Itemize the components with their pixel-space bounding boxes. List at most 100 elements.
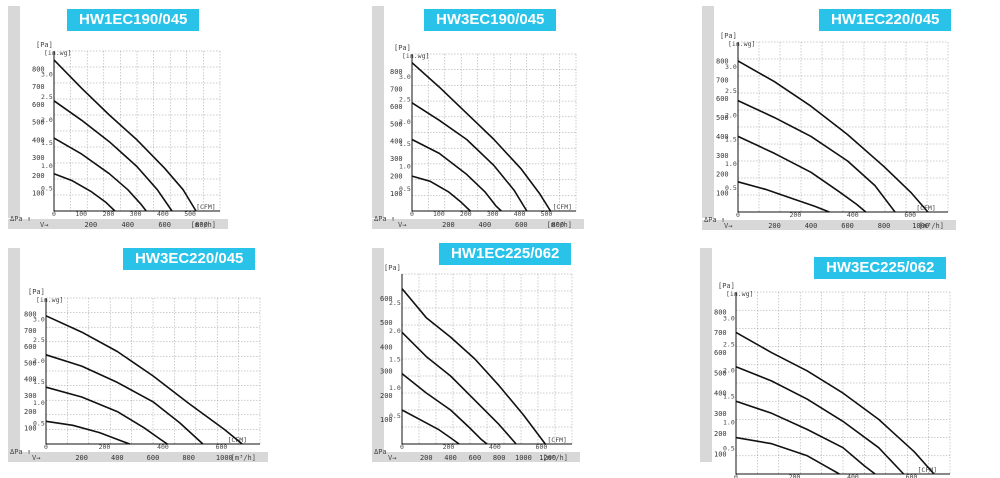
x2-tick-label: 200 xyxy=(790,211,802,219)
y-tick-label: 100 xyxy=(390,190,403,198)
series-curve-4 xyxy=(401,409,460,445)
x2-tick-label: 600 xyxy=(216,443,228,451)
x2-tick-label: 100 xyxy=(75,210,87,218)
x-axis-label: [m³/h] xyxy=(543,454,568,462)
y-tick-label: 400 xyxy=(24,376,37,384)
series-curve-1 xyxy=(401,288,546,445)
y-axis-label: [Pa] xyxy=(28,288,45,296)
x2-tick-label: 200 xyxy=(460,210,472,218)
x2-tick-label: 0 xyxy=(400,443,404,451)
x-tick-label: 400 xyxy=(121,221,134,229)
chart-panel-1: 100 200 300 400 500 600 700 800 0.5 1.0 1.5 2.0 2.5 3… xyxy=(8,6,228,229)
y-tick-label: 800 xyxy=(390,68,403,76)
x2-tick-label: 100 xyxy=(433,210,445,218)
x2-tick-label: 500 xyxy=(184,210,196,218)
series-curve-1 xyxy=(45,315,243,445)
y-tick-label: 800 xyxy=(714,309,727,317)
x2-tick-label: 600 xyxy=(904,211,916,219)
x2-tick-label: 0 xyxy=(410,210,414,218)
y-tick-label: 400 xyxy=(390,138,403,146)
x-tick-label: 1000 xyxy=(515,454,532,462)
series-curve-2 xyxy=(737,99,896,213)
y-tick-label: 600 xyxy=(714,349,727,357)
y-axis-bottom-label: ΔPa ↑ xyxy=(374,215,395,223)
y-tick-label: 200 xyxy=(716,171,729,179)
chart-panel-2: 100 200 300 400 500 600 700 800 0.5 1.0 1.5 2.0 2.5 3… xyxy=(372,6,584,229)
x-tick-label: 800 xyxy=(551,221,564,229)
x-axis-arrow-label: V→ xyxy=(40,221,48,229)
y2-tick-label: 1.5 xyxy=(33,378,45,386)
y-tick-label: 200 xyxy=(390,173,403,181)
y2-tick-label: 2.5 xyxy=(41,93,53,101)
x-tick-label: 600 xyxy=(158,221,171,229)
x-tick-label: 800 xyxy=(493,454,506,462)
y2-axis-label: [in.wg] xyxy=(728,40,755,48)
series-curve-4 xyxy=(737,181,830,213)
chart-svg: 100 200 300 400 500 600 700 800 0.5 1.0 1.5 2.0 2.5 3… xyxy=(702,6,956,230)
y2-tick-label: 2.5 xyxy=(723,341,735,349)
series-curve-2 xyxy=(53,100,173,212)
x2-tick-label: 300 xyxy=(487,210,499,218)
x2-tick-label: 400 xyxy=(489,443,501,451)
x-tick-label: 200 xyxy=(75,454,88,462)
chart-title: HW1EC225/062 xyxy=(439,243,572,265)
y-axis-label: [Pa] xyxy=(384,264,401,272)
x-axis-label: [m³/h] xyxy=(191,221,216,229)
x-tick-label: 1000 xyxy=(216,454,233,462)
x-axis-arrow-label: V→ xyxy=(32,454,40,462)
x-axis-label: [m³/h] xyxy=(547,221,572,229)
series-curve-1 xyxy=(735,331,935,475)
chart-title: HW3EC220/045 xyxy=(123,248,256,270)
x-tick-label: 200 xyxy=(768,222,781,230)
y2-tick-label: 3.0 xyxy=(399,73,411,81)
chart-svg: 100 200 300 400 500 600 700 800 0.5 1.0 1.5 2.0 2.5 3… xyxy=(372,6,584,229)
y2-tick-label: 3.0 xyxy=(41,70,53,78)
y-tick-label: 800 xyxy=(716,57,729,65)
chart-title: HW3EC190/045 xyxy=(424,9,557,31)
y2-tick-label: 1.5 xyxy=(41,139,53,147)
x2-tick-label: 200 xyxy=(789,473,801,478)
series-curve-3 xyxy=(45,386,168,445)
y-tick-label: 700 xyxy=(390,85,403,93)
x2-tick-label: 600 xyxy=(536,443,548,451)
y2-tick-label: 1.0 xyxy=(399,163,411,171)
y2-tick-label: 1.5 xyxy=(725,136,737,144)
y-tick-label: 400 xyxy=(32,136,45,144)
y-tick-label: 700 xyxy=(716,76,729,84)
y2-tick-label: 3.0 xyxy=(723,315,735,323)
chart-panel-6: 100 200 300 400 500 600 700 800 0.5 1.0 1.5 2.0 2.5 3… xyxy=(700,248,962,478)
chart-title: HW3EC225/062 xyxy=(814,257,947,279)
x2-axis-label: [CFM] xyxy=(552,203,572,211)
x2-tick-label: 200 xyxy=(99,443,111,451)
x2-axis-label: [CFM] xyxy=(196,203,216,211)
y2-tick-label: 2.0 xyxy=(41,116,53,124)
y-tick-label: 300 xyxy=(24,392,37,400)
series-curve-1 xyxy=(53,59,197,212)
chart-panel-4: 100 200 300 400 500 600 700 800 0.5 1.0 1.5 2.0 2.5 3… xyxy=(8,248,270,462)
series-curve-2 xyxy=(735,366,905,475)
y-tick-label: 200 xyxy=(24,408,37,416)
x-tick-label: 200 xyxy=(420,454,433,462)
x-axis-arrow-label: V→ xyxy=(724,222,732,230)
x2-tick-label: 200 xyxy=(443,443,455,451)
y2-tick-label: 2.0 xyxy=(723,367,735,375)
y2-axis-label: [in.wg] xyxy=(36,296,63,304)
y-tick-label: 700 xyxy=(24,327,37,335)
x-axis-band xyxy=(8,452,268,462)
y-axis-label: [Pa] xyxy=(394,44,411,52)
x-axis-label: [m³/h] xyxy=(231,454,256,462)
y-tick-label: 800 xyxy=(24,311,37,319)
x-tick-label: 600 xyxy=(841,222,854,230)
chart-svg: 100 200 300 400 500 600 700 800 0.5 1.0 1.5 2.0 2.5 3… xyxy=(700,248,951,478)
series-curve-3 xyxy=(735,400,876,475)
y-axis-band xyxy=(372,248,384,462)
y-tick-label: 500 xyxy=(716,114,729,122)
y-tick-label: 300 xyxy=(32,154,45,162)
y2-axis-label: [in.wg] xyxy=(726,290,753,298)
chart-title: HW1EC220/045 xyxy=(819,9,952,31)
y2-tick-label: 1.5 xyxy=(399,140,411,148)
y-tick-label: 500 xyxy=(24,359,37,367)
x-tick-label: 600 xyxy=(147,454,160,462)
x2-tick-label: 400 xyxy=(847,211,859,219)
y2-tick-label: 3.0 xyxy=(725,63,737,71)
